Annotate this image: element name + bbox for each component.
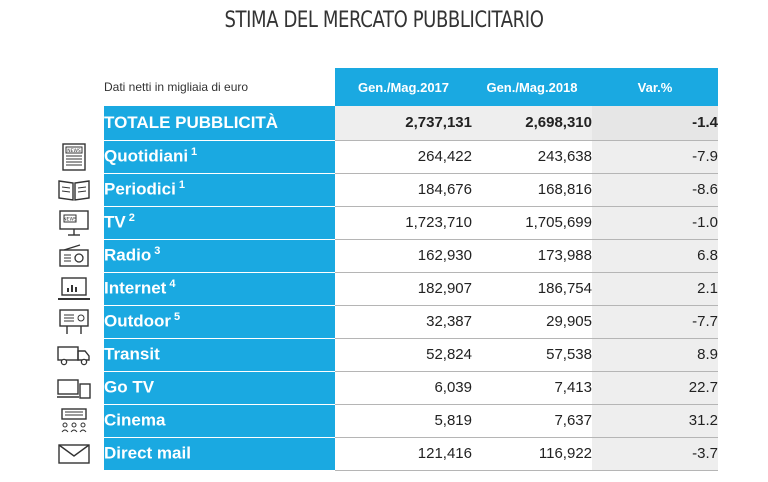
- value-2018: 57,538: [472, 338, 592, 372]
- row-label: Radio 3: [104, 239, 335, 273]
- table-header-row: Dati netti in migliaia di euro Gen./Mag.…: [104, 68, 718, 106]
- row-label: Internet 4: [104, 272, 335, 306]
- footnote-ref: 3: [154, 245, 161, 258]
- table-row: Transit 52,824 57,538 8.9: [104, 338, 718, 372]
- value-2017: 52,824: [335, 338, 472, 372]
- row-label: Quotidiani 1: [104, 140, 335, 174]
- value-var: -8.6: [592, 173, 718, 207]
- envelope-icon: [50, 437, 98, 470]
- col-header-2018: Gen./Mag.2018: [472, 68, 592, 106]
- value-2017: 2,737,131: [335, 106, 472, 141]
- table-row: Cinema 5,819 7,637 31.2: [104, 404, 718, 438]
- table-row: Direct mail 121,416 116,922 -3.7: [104, 437, 718, 471]
- page-title: STIMA DEL MERCATO PUBBLICITARIO: [224, 8, 544, 33]
- newspaper-icon: NEWS: [50, 140, 98, 173]
- value-2018: 29,905: [472, 305, 592, 339]
- value-2018: 116,922: [472, 437, 592, 471]
- table-row: Outdoor 5 32,387 29,905 -7.7: [104, 305, 718, 339]
- value-var: -1.0: [592, 206, 718, 240]
- value-2017: 1,723,710: [335, 206, 472, 240]
- value-2017: 32,387: [335, 305, 472, 339]
- value-2018: 2,698,310: [472, 106, 592, 141]
- value-var: 2.1: [592, 272, 718, 306]
- value-2017: 121,416: [335, 437, 472, 471]
- row-label: Transit: [104, 338, 335, 372]
- value-2018: 7,413: [472, 371, 592, 405]
- row-label: Outdoor 5: [104, 305, 335, 339]
- open-book-icon: [50, 173, 98, 206]
- value-2018: 1,705,699: [472, 206, 592, 240]
- value-2018: 7,637: [472, 404, 592, 438]
- media-market-table: Dati netti in migliaia di euro Gen./Mag.…: [104, 68, 718, 471]
- value-2017: 5,819: [335, 404, 472, 438]
- footnote-ref: 5: [174, 311, 181, 324]
- row-label: TV 2: [104, 206, 335, 240]
- billboard-icon: [50, 305, 98, 338]
- table-row: TV 2 1,723,710 1,705,699 -1.0: [104, 206, 718, 240]
- table-row: Go TV 6,039 7,413 22.7: [104, 371, 718, 405]
- value-2017: 184,676: [335, 173, 472, 207]
- value-2018: 173,988: [472, 239, 592, 273]
- unit-label: Dati netti in migliaia di euro: [104, 80, 249, 94]
- row-label: Go TV: [104, 371, 335, 405]
- table-row: Radio 3 162,930 173,988 6.8: [104, 239, 718, 273]
- svg-text:NEWS: NEWS: [63, 216, 77, 222]
- value-var: -7.7: [592, 305, 718, 339]
- devices-icon: [50, 371, 98, 404]
- cinema-icon: [50, 404, 98, 437]
- value-var: -1.4: [592, 106, 718, 141]
- footnote-ref: 4: [169, 278, 176, 291]
- footnote-ref: 1: [191, 146, 198, 159]
- table-row: Quotidiani 1 264,422 243,638 -7.9: [104, 140, 718, 174]
- col-header-var: Var.%: [592, 68, 718, 106]
- value-var: 31.2: [592, 404, 718, 438]
- value-2017: 182,907: [335, 272, 472, 306]
- row-label: Cinema: [104, 404, 335, 438]
- footnote-ref: 2: [128, 212, 135, 225]
- value-2018: 168,816: [472, 173, 592, 207]
- table-row-total: TOTALE PUBBLICITÀ 2,737,131 2,698,310 -1…: [104, 106, 718, 141]
- value-var: 8.9: [592, 338, 718, 372]
- value-var: 6.8: [592, 239, 718, 273]
- table-row: Internet 4 182,907 186,754 2.1: [104, 272, 718, 306]
- row-label: TOTALE PUBBLICITÀ: [104, 106, 335, 141]
- value-2017: 264,422: [335, 140, 472, 174]
- table-row: Periodici 1 184,676 168,816 -8.6: [104, 173, 718, 207]
- value-var: 22.7: [592, 371, 718, 405]
- row-label: Periodici 1: [104, 173, 335, 207]
- value-2018: 243,638: [472, 140, 592, 174]
- col-header-2017: Gen./Mag.2017: [335, 68, 472, 106]
- svg-text:NEWS: NEWS: [67, 148, 81, 154]
- truck-icon: [50, 338, 98, 371]
- tv-icon: NEWS: [50, 206, 98, 239]
- value-var: -7.9: [592, 140, 718, 174]
- media-icons-column: NEWS NEWS: [50, 140, 98, 470]
- value-2018: 186,754: [472, 272, 592, 306]
- value-2017: 162,930: [335, 239, 472, 273]
- footnote-ref: 1: [178, 179, 185, 192]
- row-label: Direct mail: [104, 437, 335, 471]
- value-var: -3.7: [592, 437, 718, 471]
- value-2017: 6,039: [335, 371, 472, 405]
- radio-icon: [50, 239, 98, 272]
- laptop-icon: [50, 272, 98, 305]
